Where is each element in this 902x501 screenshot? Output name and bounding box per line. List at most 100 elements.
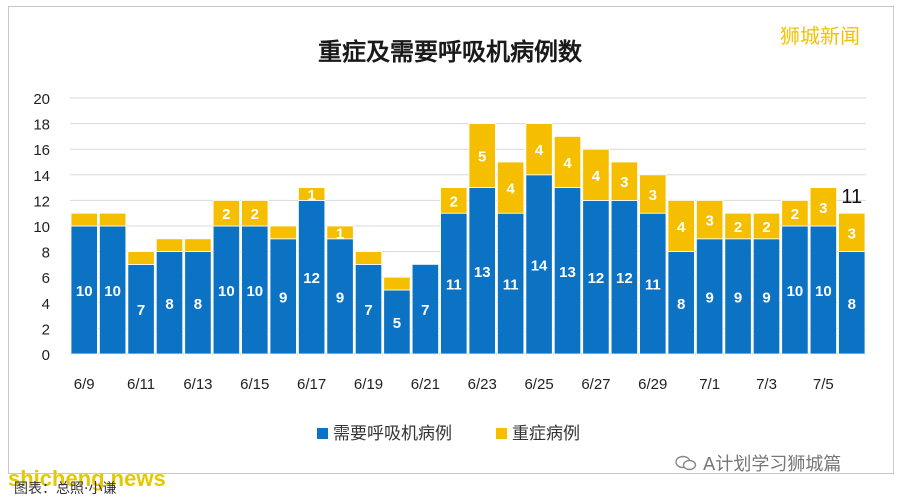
bar-series1 bbox=[99, 225, 127, 355]
bar-series1 bbox=[468, 187, 496, 355]
y-tick-label: 14 bbox=[33, 168, 50, 185]
bar-series2 bbox=[155, 238, 184, 253]
data-label-series1: 10 bbox=[815, 283, 832, 300]
y-tick-label: 8 bbox=[42, 245, 50, 262]
y-axis: 0 2 4 6 8 10 12 14 16 18 20 bbox=[33, 91, 50, 364]
bar-series1 bbox=[326, 238, 354, 355]
data-label-series2: 4 bbox=[535, 142, 544, 159]
legend-label-series2: 重症病例 bbox=[512, 424, 580, 444]
data-label-series1: 13 bbox=[559, 264, 576, 281]
y-tick-label: 16 bbox=[33, 142, 50, 159]
wechat-account: A计划学习狮城篇 bbox=[675, 450, 841, 476]
data-label-series1: 10 bbox=[218, 283, 235, 300]
bar-series2 bbox=[70, 212, 98, 227]
bar-series2 bbox=[241, 199, 269, 227]
data-label-series1: 7 bbox=[364, 302, 372, 319]
bar-series2 bbox=[610, 161, 638, 201]
data-label-series1: 7 bbox=[421, 302, 429, 319]
bar-series2 bbox=[497, 161, 525, 214]
bar-series2 bbox=[838, 212, 866, 252]
bar-series2 bbox=[440, 187, 468, 214]
y-tick-label: 10 bbox=[33, 219, 50, 236]
bar-series1 bbox=[696, 238, 724, 355]
data-label-series1: 8 bbox=[194, 296, 202, 313]
data-label-series1: 11 bbox=[503, 277, 519, 294]
data-label-series1: 9 bbox=[336, 289, 344, 306]
bar-series2 bbox=[525, 123, 553, 176]
y-tick-label: 4 bbox=[42, 296, 50, 313]
bar-series1 bbox=[383, 289, 411, 355]
data-label-series1: 8 bbox=[848, 296, 856, 313]
bar-series2 bbox=[553, 135, 582, 188]
data-label-series1: 8 bbox=[677, 296, 685, 313]
bar-series2 bbox=[752, 212, 781, 240]
bar-series2 bbox=[269, 225, 297, 240]
bar-series1 bbox=[298, 199, 326, 355]
x-tick-label: 6/11 bbox=[127, 376, 155, 393]
data-label-series1: 13 bbox=[474, 264, 491, 281]
x-tick-label: 6/27 bbox=[581, 376, 610, 393]
data-label-series2: 4 bbox=[563, 155, 572, 172]
bar-series1 bbox=[440, 212, 468, 355]
bar-series1 bbox=[497, 212, 525, 355]
x-tick-label: 6/15 bbox=[240, 376, 269, 393]
x-tick-label: 6/17 bbox=[297, 376, 326, 393]
x-tick-label: 7/1 bbox=[699, 376, 720, 393]
bar-series1 bbox=[582, 199, 610, 355]
bar-series1 bbox=[525, 174, 553, 355]
bar-series2 bbox=[127, 251, 155, 265]
data-label-series1: 7 bbox=[137, 302, 145, 319]
chart-title: 重症及需要呼吸机病例数 bbox=[318, 38, 583, 66]
data-label-series2: 2 bbox=[734, 219, 742, 236]
bar-series2 bbox=[696, 199, 724, 240]
bar-series1 bbox=[752, 238, 781, 355]
bar-series1 bbox=[127, 263, 155, 355]
data-label-series2: 1 bbox=[336, 225, 344, 242]
data-label-series2: 4 bbox=[677, 219, 686, 236]
bar-series1 bbox=[838, 251, 866, 355]
bar-series2 bbox=[639, 174, 667, 214]
x-tick-label: 7/3 bbox=[756, 376, 777, 393]
data-label-series2: 2 bbox=[222, 206, 230, 223]
bar-series1 bbox=[70, 225, 98, 355]
data-label-series2: 2 bbox=[791, 206, 799, 223]
bar-series2 bbox=[582, 148, 610, 201]
bar-series2 bbox=[99, 212, 127, 227]
data-label-series2: 2 bbox=[450, 193, 458, 210]
y-tick-label: 20 bbox=[33, 91, 50, 108]
y-tick-label: 0 bbox=[42, 347, 50, 364]
data-label-series2: 5 bbox=[478, 149, 486, 166]
bar-series2 bbox=[326, 225, 354, 240]
x-tick-label: 6/23 bbox=[468, 376, 497, 393]
bar-series2 bbox=[354, 251, 383, 265]
data-label-series2: 1 bbox=[307, 187, 315, 204]
data-label-series1: 9 bbox=[762, 289, 770, 306]
x-tick-label: 7/5 bbox=[813, 376, 834, 393]
data-label-series1: 10 bbox=[76, 283, 93, 300]
data-label-series1: 12 bbox=[616, 270, 633, 287]
x-tick-label: 6/25 bbox=[524, 376, 553, 393]
data-label-series2: 3 bbox=[620, 174, 628, 191]
bar-series2 bbox=[212, 199, 240, 227]
x-axis: 6/9 6/11 6/13 6/15 6/17 6/19 6/21 6/23 6/25 6/27 6… bbox=[74, 376, 834, 393]
y-tick-label: 18 bbox=[33, 117, 50, 134]
bar-series1 bbox=[639, 212, 667, 355]
bar-series2 bbox=[383, 276, 411, 291]
data-label-series2: 4 bbox=[506, 181, 515, 198]
data-label-series1: 14 bbox=[531, 257, 548, 274]
bar-series1 bbox=[667, 251, 695, 355]
bar-series2 bbox=[724, 212, 752, 240]
y-tick-label: 2 bbox=[42, 321, 50, 338]
bar-series1 bbox=[411, 263, 439, 355]
brand-logo-text: 狮城新闻 bbox=[780, 24, 860, 48]
legend-swatch-series2 bbox=[496, 428, 507, 439]
data-label-series2: 2 bbox=[251, 206, 259, 223]
x-tick-label: 6/21 bbox=[411, 376, 440, 393]
x-tick-label: 6/9 bbox=[74, 376, 95, 393]
bar-series2 bbox=[468, 123, 496, 188]
bar-series2 bbox=[781, 199, 809, 227]
bar-series1 bbox=[553, 187, 582, 355]
data-label-series1: 10 bbox=[104, 283, 121, 300]
